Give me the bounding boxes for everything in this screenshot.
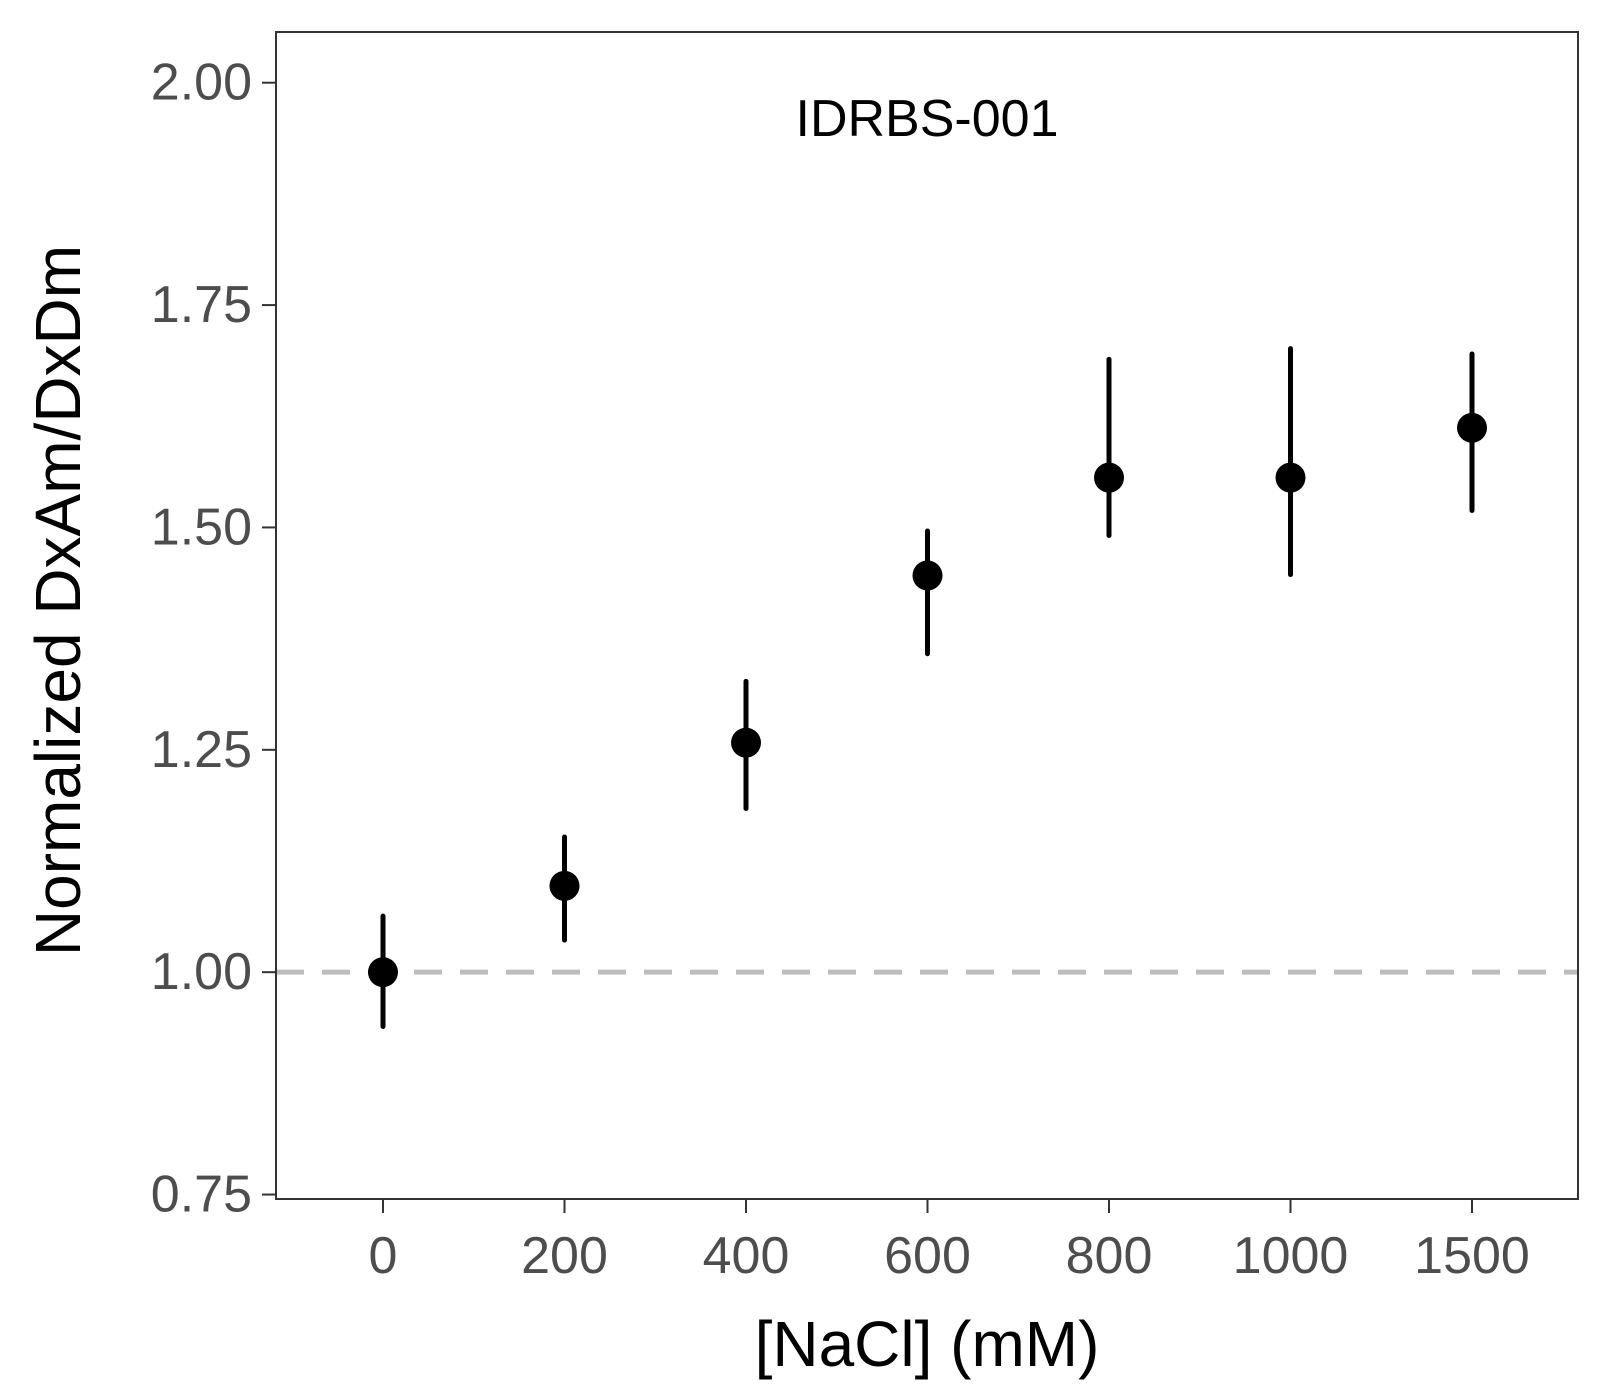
data-point: [731, 727, 761, 758]
y-tick-label: 1.50: [151, 498, 252, 556]
x-tick-label: 0: [369, 1227, 398, 1285]
data-series: [368, 346, 1487, 1029]
y-tick-label: 2.00: [151, 54, 252, 112]
x-tick-label: 800: [1066, 1227, 1153, 1285]
y-tick-label: 1.75: [151, 276, 252, 334]
panel-annotation: IDRBS-001: [796, 90, 1059, 148]
data-point: [368, 957, 398, 988]
y-tick-label: 0.75: [151, 1166, 252, 1224]
data-point: [549, 870, 580, 901]
y-tick-label: 1.00: [151, 943, 252, 1001]
x-tick-label: 400: [703, 1227, 790, 1285]
plot-panel: [275, 31, 1579, 1200]
data-point: [912, 560, 943, 591]
y-axis-title: Normalized DxAm/DxDm: [22, 245, 94, 956]
data-point: [1457, 412, 1487, 443]
x-tick-label: 200: [521, 1227, 608, 1285]
x-axis-title: [NaCl] (mM): [755, 1308, 1100, 1380]
data-point: [1275, 462, 1306, 493]
y-axis: 0.75 1.00 1.25 1.50 1.75 2.00: [151, 54, 276, 1224]
x-axis: 0 200 400 600 800 1000 1500: [369, 1199, 1530, 1285]
x-tick-label: 600: [884, 1227, 971, 1285]
y-tick-label: 1.25: [151, 721, 252, 779]
x-tick-label: 1500: [1414, 1227, 1530, 1285]
data-point: [1094, 462, 1124, 493]
x-tick-label: 1000: [1233, 1227, 1349, 1285]
